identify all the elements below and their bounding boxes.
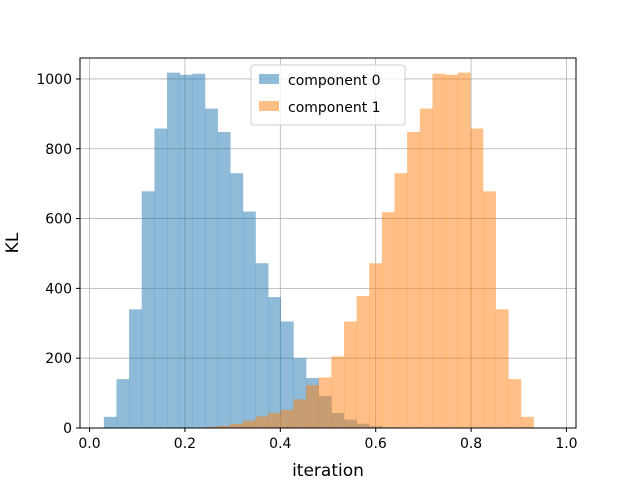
histogram-bar-component-1 (419, 108, 433, 428)
histogram-bar-component-1 (217, 425, 231, 428)
histogram-bar-component-1 (306, 385, 319, 428)
legend-swatch-component-1 (259, 101, 279, 111)
histogram-bar-component-1 (381, 212, 395, 428)
histogram-bar-component-1 (470, 128, 484, 428)
histogram-bar-component-1 (255, 416, 269, 428)
y-tick-label: 0 (63, 421, 72, 437)
histogram-bar-component-0 (141, 191, 155, 428)
histogram-bar-component-0 (116, 379, 130, 428)
histogram-bar-component-1 (331, 356, 345, 428)
plot-area-frame (79, 57, 577, 429)
x-tick-label: 0.4 (269, 436, 291, 452)
histogram-bar-component-0 (192, 73, 206, 428)
legend-box (250, 64, 406, 126)
histogram-bar-component-1 (280, 409, 294, 428)
histogram-bar-component-1 (369, 263, 383, 428)
y-tick-label: 200 (45, 351, 72, 367)
histogram-bar-component-0 (154, 128, 168, 428)
x-axis-title: iteration (292, 461, 364, 480)
histogram-bar-component-1 (483, 191, 496, 428)
legend: component 0 component 1 (250, 64, 406, 126)
histogram-bar-component-0 (230, 173, 244, 428)
histogram-bar-component-0 (129, 309, 143, 428)
histogram-bar-component-1 (457, 72, 471, 429)
histogram-bar-component-0 (204, 108, 218, 428)
histogram-bar-component-1 (268, 412, 282, 428)
histogram-bar-component-1 (230, 423, 244, 428)
x-tick-label: 1.0 (555, 436, 577, 452)
y-tick-label: 1000 (36, 72, 72, 88)
histogram-bar-component-1 (445, 74, 459, 429)
histogram-bar-component-0 (280, 321, 294, 428)
x-tick-label: 0.0 (78, 436, 100, 452)
histogram-bar-component-0 (217, 132, 231, 428)
y-axis-title: KL (3, 232, 23, 253)
x-tick-label: 0.6 (365, 436, 387, 452)
x-axis-ticks: 0.0 0.2 0.4 0.6 0.8 1.0 (78, 428, 578, 452)
histogram-bar-component-0 (179, 74, 193, 429)
histogram-bar-component-0 (268, 297, 282, 428)
histogram-bar-component-0 (103, 416, 117, 428)
legend-label-component-0: component 0 (288, 73, 381, 89)
histogram-bar-component-1 (495, 309, 509, 428)
histogram-bar-component-1 (343, 321, 357, 428)
histogram-bar-component-1 (356, 296, 370, 428)
x-tick-label: 0.8 (460, 436, 482, 452)
legend-label-component-1: component 1 (288, 100, 381, 116)
histogram-bars (103, 72, 534, 429)
y-axis-ticks: 0 200 400 600 800 1000 (36, 72, 80, 437)
x-tick-label: 0.2 (174, 436, 196, 452)
histogram-bar-component-1 (407, 132, 421, 428)
y-tick-label: 600 (45, 212, 72, 228)
histogram-bar-component-1 (432, 73, 446, 428)
legend-swatch-component-0 (259, 74, 279, 84)
histogram-bar-component-0 (167, 72, 180, 429)
histogram-bar-component-0 (242, 211, 256, 428)
histogram-bar-component-1 (520, 416, 534, 428)
histogram-bar-component-0 (255, 263, 269, 428)
histogram-bar-component-1 (394, 173, 408, 428)
histogram-bar-component-1 (318, 377, 332, 428)
histogram-bar-component-1 (508, 379, 522, 428)
histogram-bar-component-1 (204, 426, 218, 428)
y-tick-label: 800 (45, 142, 72, 158)
y-tick-label: 400 (45, 281, 72, 297)
histogram-bar-component-1 (293, 399, 307, 428)
histogram-bar-component-1 (242, 420, 256, 428)
